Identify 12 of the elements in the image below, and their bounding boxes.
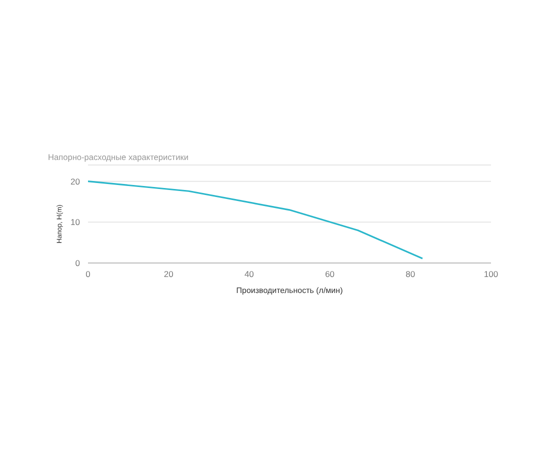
y-tick-label: 20 [70,176,80,186]
x-tick-label: 80 [406,269,416,280]
chart-title: Напорно-расходные характеристики [48,152,188,162]
x-tick-label: 0 [86,269,91,280]
x-tick-label: 100 [484,269,498,280]
y-tick-label: 10 [70,217,80,228]
line-series [88,180,424,260]
y-tick-label: 0 [75,258,80,268]
x-tick-label: 20 [164,269,174,280]
x-axis-title: Производительность (л/мин) [236,286,344,295]
x-tick-label: 60 [325,269,335,280]
x-tick-label: 40 [244,269,254,280]
